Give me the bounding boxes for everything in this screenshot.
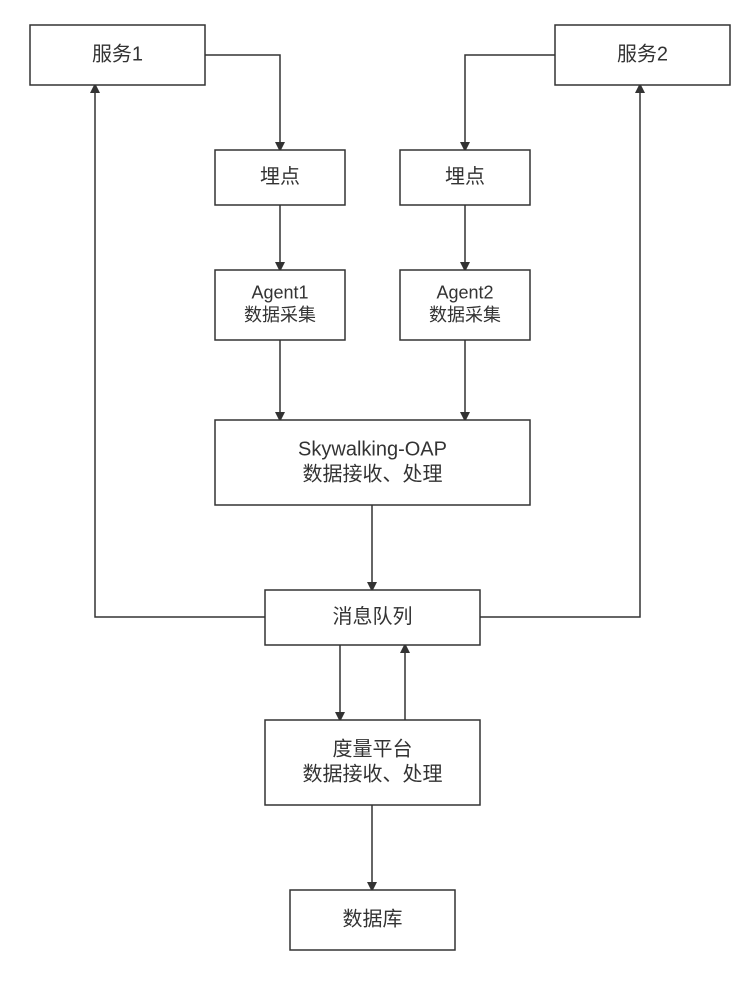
node-oap-label-1: 数据接收、处理: [303, 462, 443, 485]
node-service2: 服务2: [555, 25, 730, 85]
node-agent1-label-0: Agent1: [251, 283, 308, 303]
node-metrics: 度量平台数据接收、处理: [265, 720, 480, 805]
node-db: 数据库: [290, 890, 455, 950]
node-agent1: Agent1数据采集: [215, 270, 345, 340]
node-metrics-label-0: 度量平台: [333, 737, 413, 760]
node-agent2-label-0: Agent2: [436, 283, 493, 303]
node-instr1-label-0: 埋点: [260, 165, 300, 188]
node-oap-label-0: Skywalking-OAP: [298, 438, 447, 460]
node-agent2-label-1: 数据采集: [429, 305, 501, 325]
node-service2-label-0: 服务2: [617, 42, 668, 65]
node-instr2: 埋点: [400, 150, 530, 205]
node-mq-label-0: 消息队列: [333, 605, 413, 628]
node-oap: Skywalking-OAP数据接收、处理: [215, 420, 530, 505]
node-instr1: 埋点: [215, 150, 345, 205]
node-service1-label-0: 服务1: [92, 42, 143, 65]
node-service1: 服务1: [30, 25, 205, 85]
architecture-flowchart: 服务1服务2埋点埋点Agent1数据采集Agent2数据采集Skywalking…: [0, 0, 742, 999]
edge-svc1-to-instr1: [205, 55, 280, 150]
node-metrics-label-1: 数据接收、处理: [303, 762, 443, 785]
node-db-label-0: 数据库: [343, 907, 403, 930]
node-instr2-label-0: 埋点: [445, 165, 485, 188]
edge-svc2-to-instr2: [465, 55, 555, 150]
node-agent2: Agent2数据采集: [400, 270, 530, 340]
node-mq: 消息队列: [265, 590, 480, 645]
node-agent1-label-1: 数据采集: [244, 305, 316, 325]
